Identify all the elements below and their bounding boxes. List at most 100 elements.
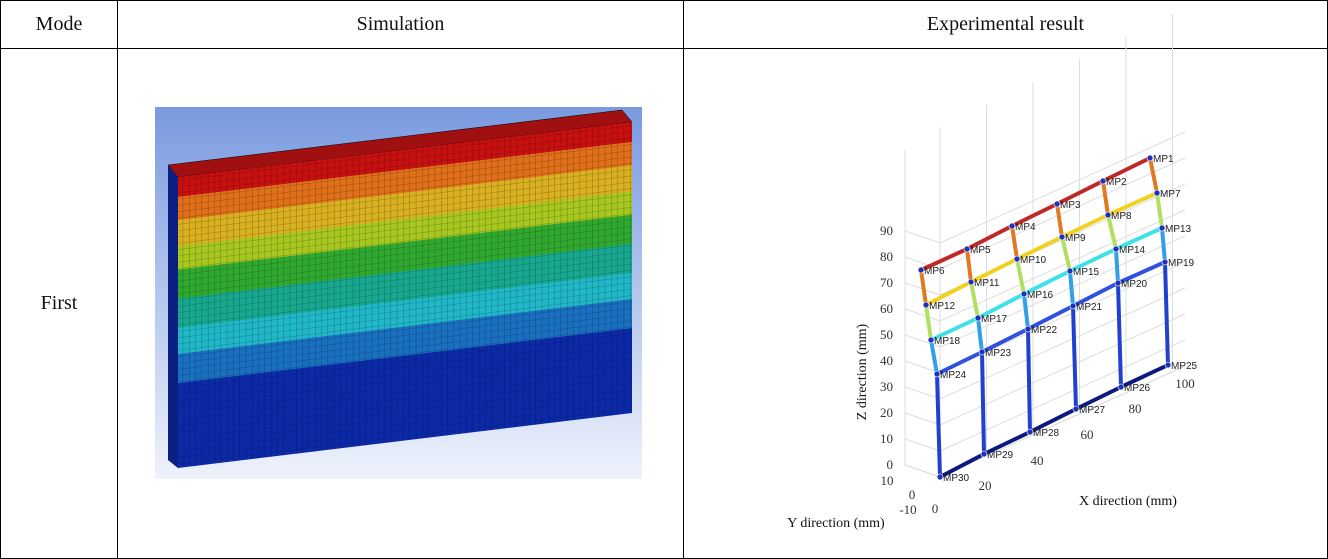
x-tick-label: 0 — [932, 501, 939, 516]
z-tick-label: 30 — [880, 379, 893, 394]
measure-point — [1008, 222, 1016, 230]
measure-point — [927, 336, 935, 344]
mode-line — [935, 373, 942, 478]
measure-point — [1053, 200, 1061, 208]
mode-line — [1120, 363, 1169, 389]
point-label: MP27 — [1079, 405, 1106, 416]
mode-line — [930, 316, 979, 342]
point-label: MP8 — [1111, 211, 1132, 222]
x-tick-label: 20 — [979, 478, 992, 493]
measure-point — [1058, 233, 1066, 241]
mode-line — [969, 281, 980, 319]
measure-point — [1072, 405, 1080, 413]
mode-line — [976, 317, 984, 353]
z-tick-label: 0 — [887, 457, 894, 472]
grid-line — [904, 412, 941, 426]
mode-line — [939, 452, 985, 479]
grid-line — [904, 308, 941, 322]
point-label: MP10 — [1020, 255, 1047, 266]
mode-line — [1056, 179, 1104, 206]
mode-line — [936, 350, 983, 376]
mode-line — [1107, 191, 1158, 217]
point-label: MP5 — [970, 245, 991, 256]
y-axis-title: Y direction (mm) — [787, 516, 885, 531]
z-tick-label: 10 — [880, 431, 893, 446]
mode-line — [1011, 202, 1058, 228]
y-tick-label: 0 — [909, 487, 916, 502]
measure-point — [1158, 224, 1166, 232]
grid-line — [904, 230, 941, 244]
mode-line — [1163, 261, 1170, 366]
point-label: MP22 — [1031, 325, 1058, 336]
y-tick-label: 10 — [881, 473, 894, 488]
grid-line — [939, 339, 1186, 452]
measure-point — [1161, 258, 1169, 266]
measure-point — [1066, 267, 1074, 275]
mode-line — [929, 339, 939, 375]
z-tick-label: 60 — [880, 301, 893, 316]
mode-line — [1116, 282, 1123, 388]
mode-line — [924, 304, 933, 341]
point-label: MP25 — [1171, 361, 1198, 372]
measure-point — [974, 314, 982, 322]
grid-line — [939, 313, 1186, 426]
measure-point — [922, 301, 930, 309]
mode-line — [1055, 203, 1064, 238]
point-label: MP15 — [1073, 267, 1100, 278]
z-tick-label: 90 — [880, 223, 893, 238]
mode-line — [920, 247, 968, 272]
mode-line — [1101, 180, 1110, 216]
mode-line — [983, 430, 1031, 456]
point-label: MP16 — [1027, 290, 1054, 301]
point-label: MP18 — [934, 336, 961, 347]
mode-line — [1117, 260, 1166, 285]
grid-line — [904, 438, 941, 452]
point-label: MP21 — [1076, 302, 1103, 313]
mode-line — [1061, 213, 1109, 239]
point-label: MP17 — [981, 314, 1008, 325]
mode-line — [1106, 214, 1118, 250]
z-tick-label: 80 — [880, 249, 893, 264]
mode-line — [980, 351, 986, 455]
point-label: MP20 — [1121, 279, 1148, 290]
point-label: MP26 — [1124, 383, 1151, 394]
measure-point — [1114, 279, 1122, 287]
grid-line — [939, 209, 1186, 322]
grid-line — [904, 360, 941, 374]
mode-line — [1029, 407, 1077, 434]
grid-line — [939, 157, 1186, 270]
mode-line — [1072, 281, 1119, 308]
mode-line — [981, 327, 1029, 354]
measure-point — [1024, 325, 1032, 333]
mode-line — [1102, 156, 1151, 183]
measure-point — [933, 370, 941, 378]
point-label: MP19 — [1168, 258, 1195, 269]
mode-line — [1060, 236, 1072, 272]
mode-line — [1114, 248, 1120, 284]
plate-top — [167, 109, 633, 178]
x-tick-label: 100 — [1175, 376, 1195, 391]
point-label: MP24 — [940, 370, 967, 381]
point-label: MP4 — [1015, 222, 1036, 233]
z-tick-label: 40 — [880, 353, 893, 368]
x-tick-label: 80 — [1129, 401, 1142, 416]
plate-side — [168, 165, 178, 468]
measure-point — [1117, 383, 1125, 391]
grid-line — [904, 256, 941, 270]
z-tick-label: 50 — [880, 327, 893, 342]
measure-point — [1069, 302, 1077, 310]
mode-line — [1015, 258, 1026, 295]
measure-point — [1020, 290, 1028, 298]
point-label: MP29 — [987, 450, 1014, 461]
z-axis-title: Z direction (mm) — [855, 323, 870, 420]
point-label: MP30 — [943, 473, 970, 484]
mode-line — [1023, 269, 1071, 296]
z-tick-label: 20 — [880, 405, 893, 420]
point-label: MP6 — [924, 266, 945, 277]
mode-line — [966, 224, 1013, 251]
grid-line — [904, 464, 941, 478]
grid-line — [904, 334, 941, 348]
measure-point — [980, 450, 988, 458]
mode-line — [1148, 157, 1159, 194]
